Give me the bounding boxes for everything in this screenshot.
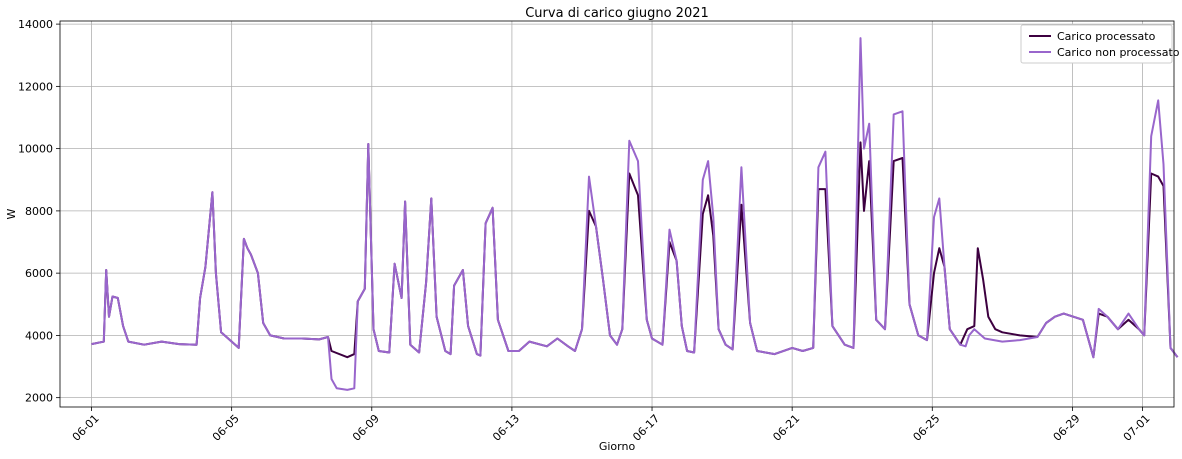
plot-frame bbox=[59, 20, 1175, 408]
y-tick-label: 10000 bbox=[18, 143, 53, 156]
grid-lines bbox=[60, 21, 1174, 407]
x-axis-label: Giorno bbox=[599, 440, 636, 453]
y-tick-label: 14000 bbox=[18, 18, 53, 31]
series-lines bbox=[91, 37, 1179, 391]
y-axis-ticks: 2000 4000 6000 8000 10000 12000 14000 bbox=[18, 18, 60, 405]
y-tick-label: 8000 bbox=[25, 205, 53, 218]
y-tick-label: 4000 bbox=[25, 329, 53, 342]
y-tick-label: 6000 bbox=[25, 267, 53, 280]
legend-box bbox=[1020, 24, 1173, 64]
series-line-1 bbox=[91, 37, 1179, 391]
y-tick-label: 2000 bbox=[25, 392, 53, 405]
legend-label-unprocessed: Carico non processato bbox=[1057, 46, 1180, 59]
y-tick-label: 12000 bbox=[18, 80, 53, 93]
chart-title: Curva di carico giugno 2021 bbox=[525, 6, 709, 21]
legend: Carico processato Carico non processato bbox=[1020, 24, 1180, 64]
legend-label-processed: Carico processato bbox=[1057, 30, 1156, 43]
y-axis-label: W bbox=[5, 208, 18, 219]
